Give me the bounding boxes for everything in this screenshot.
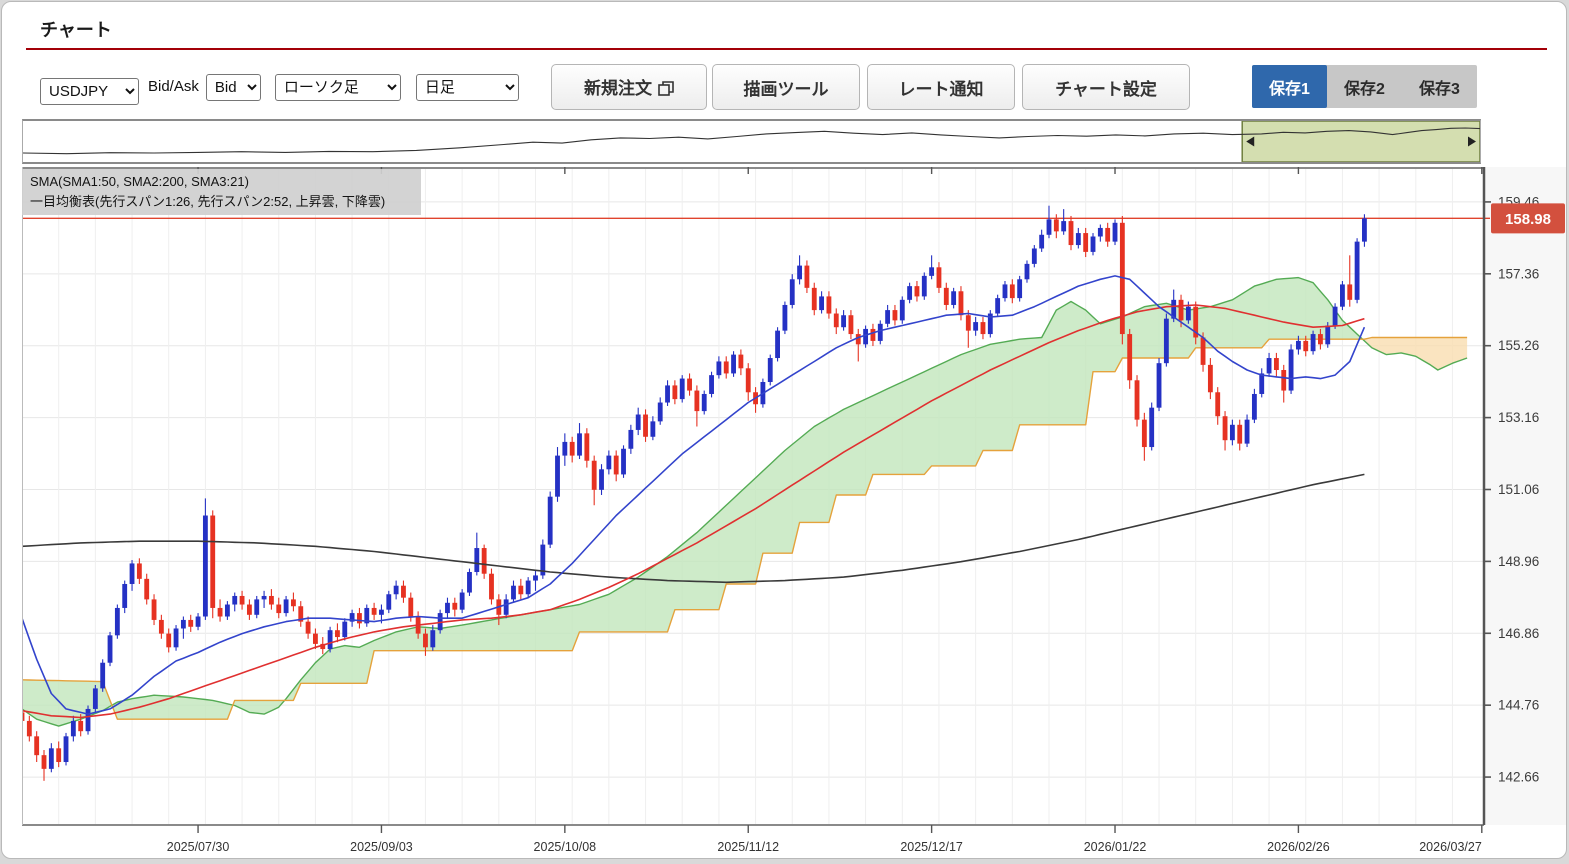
popup-window-icon <box>658 80 674 101</box>
svg-text:144.76: 144.76 <box>1498 698 1539 713</box>
svg-text:153.16: 153.16 <box>1498 410 1539 425</box>
navigator-selection[interactable] <box>1241 120 1481 163</box>
svg-text:2025/11/12: 2025/11/12 <box>717 840 779 854</box>
svg-text:2026/03/27: 2026/03/27 <box>1419 840 1482 854</box>
navigator-right-handle[interactable] <box>1468 136 1476 147</box>
main-chart[interactable]: 159.46 157.36 155.26 153.16 151.06 148.96 146.… <box>19 167 1566 858</box>
svg-text:2025/12/17: 2025/12/17 <box>900 840 963 854</box>
svg-text:157.36: 157.36 <box>1498 266 1539 281</box>
new-order-button[interactable]: 新規注文 <box>551 64 707 110</box>
chart-type-select[interactable]: ローソク足 <box>274 73 401 101</box>
svg-text:2026/01/22: 2026/01/22 <box>1084 840 1147 854</box>
ichimoku-cloud <box>21 276 1468 727</box>
svg-text:2025/07/30: 2025/07/30 <box>167 840 230 854</box>
legend-sma: SMA(SMA1:50, SMA2:200, SMA3:21) <box>30 174 249 189</box>
svg-text:158.98: 158.98 <box>1505 211 1551 228</box>
svg-text:2026/02/26: 2026/02/26 <box>1267 840 1330 854</box>
page-title: チャート <box>40 20 112 40</box>
save-button-group: 保存1 保存2 保存3 <box>1252 65 1477 108</box>
save-1-button[interactable]: 保存1 <box>1252 65 1327 108</box>
draw-tools-button[interactable]: 描画ツール <box>712 64 860 110</box>
sma200-line <box>21 473 1365 584</box>
chart-settings-button[interactable]: チャート設定 <box>1022 64 1190 110</box>
svg-text:2025/09/03: 2025/09/03 <box>350 840 413 854</box>
timeframe-select[interactable]: 日足 <box>415 73 519 101</box>
symbol-select[interactable]: USDJPY <box>40 78 139 105</box>
overview-navigator[interactable] <box>22 119 1481 164</box>
save-3-button[interactable]: 保存3 <box>1402 65 1477 108</box>
svg-text:151.06: 151.06 <box>1498 482 1539 497</box>
bid-ask-select[interactable]: Bid <box>205 73 261 101</box>
legend-ichimoku: 一目均衡表(先行スパン1:26, 先行スパン2:52, 上昇雲, 下降雲) <box>30 194 386 210</box>
svg-text:2025/10/08: 2025/10/08 <box>534 840 597 854</box>
rate-alert-button[interactable]: レート通知 <box>867 64 1015 110</box>
indicator-legend: SMA(SMA1:50, SMA2:200, SMA3:21) 一目均衡表(先行… <box>22 169 421 215</box>
title-divider <box>26 48 1547 50</box>
svg-text:142.66: 142.66 <box>1498 770 1539 785</box>
candlestick-layer <box>19 205 1367 781</box>
new-order-label: 新規注文 <box>584 78 652 98</box>
chart-toolbar: USDJPY Bid/Ask Bid ローソク足 日足 新規注文 描画ツール レ… <box>40 64 1548 110</box>
navigator-left-handle[interactable] <box>1246 136 1255 147</box>
last-price-badge: 158.98 <box>1491 203 1565 234</box>
svg-text:155.26: 155.26 <box>1498 338 1539 353</box>
overview-chart[interactable] <box>22 120 1481 163</box>
sma21-line <box>21 275 1366 715</box>
save-2-button[interactable]: 保存2 <box>1327 65 1402 108</box>
sma50-line <box>21 304 1365 719</box>
svg-text:148.96: 148.96 <box>1498 554 1539 569</box>
bid-ask-label: Bid/Ask <box>148 78 199 95</box>
svg-text:146.86: 146.86 <box>1498 626 1539 641</box>
